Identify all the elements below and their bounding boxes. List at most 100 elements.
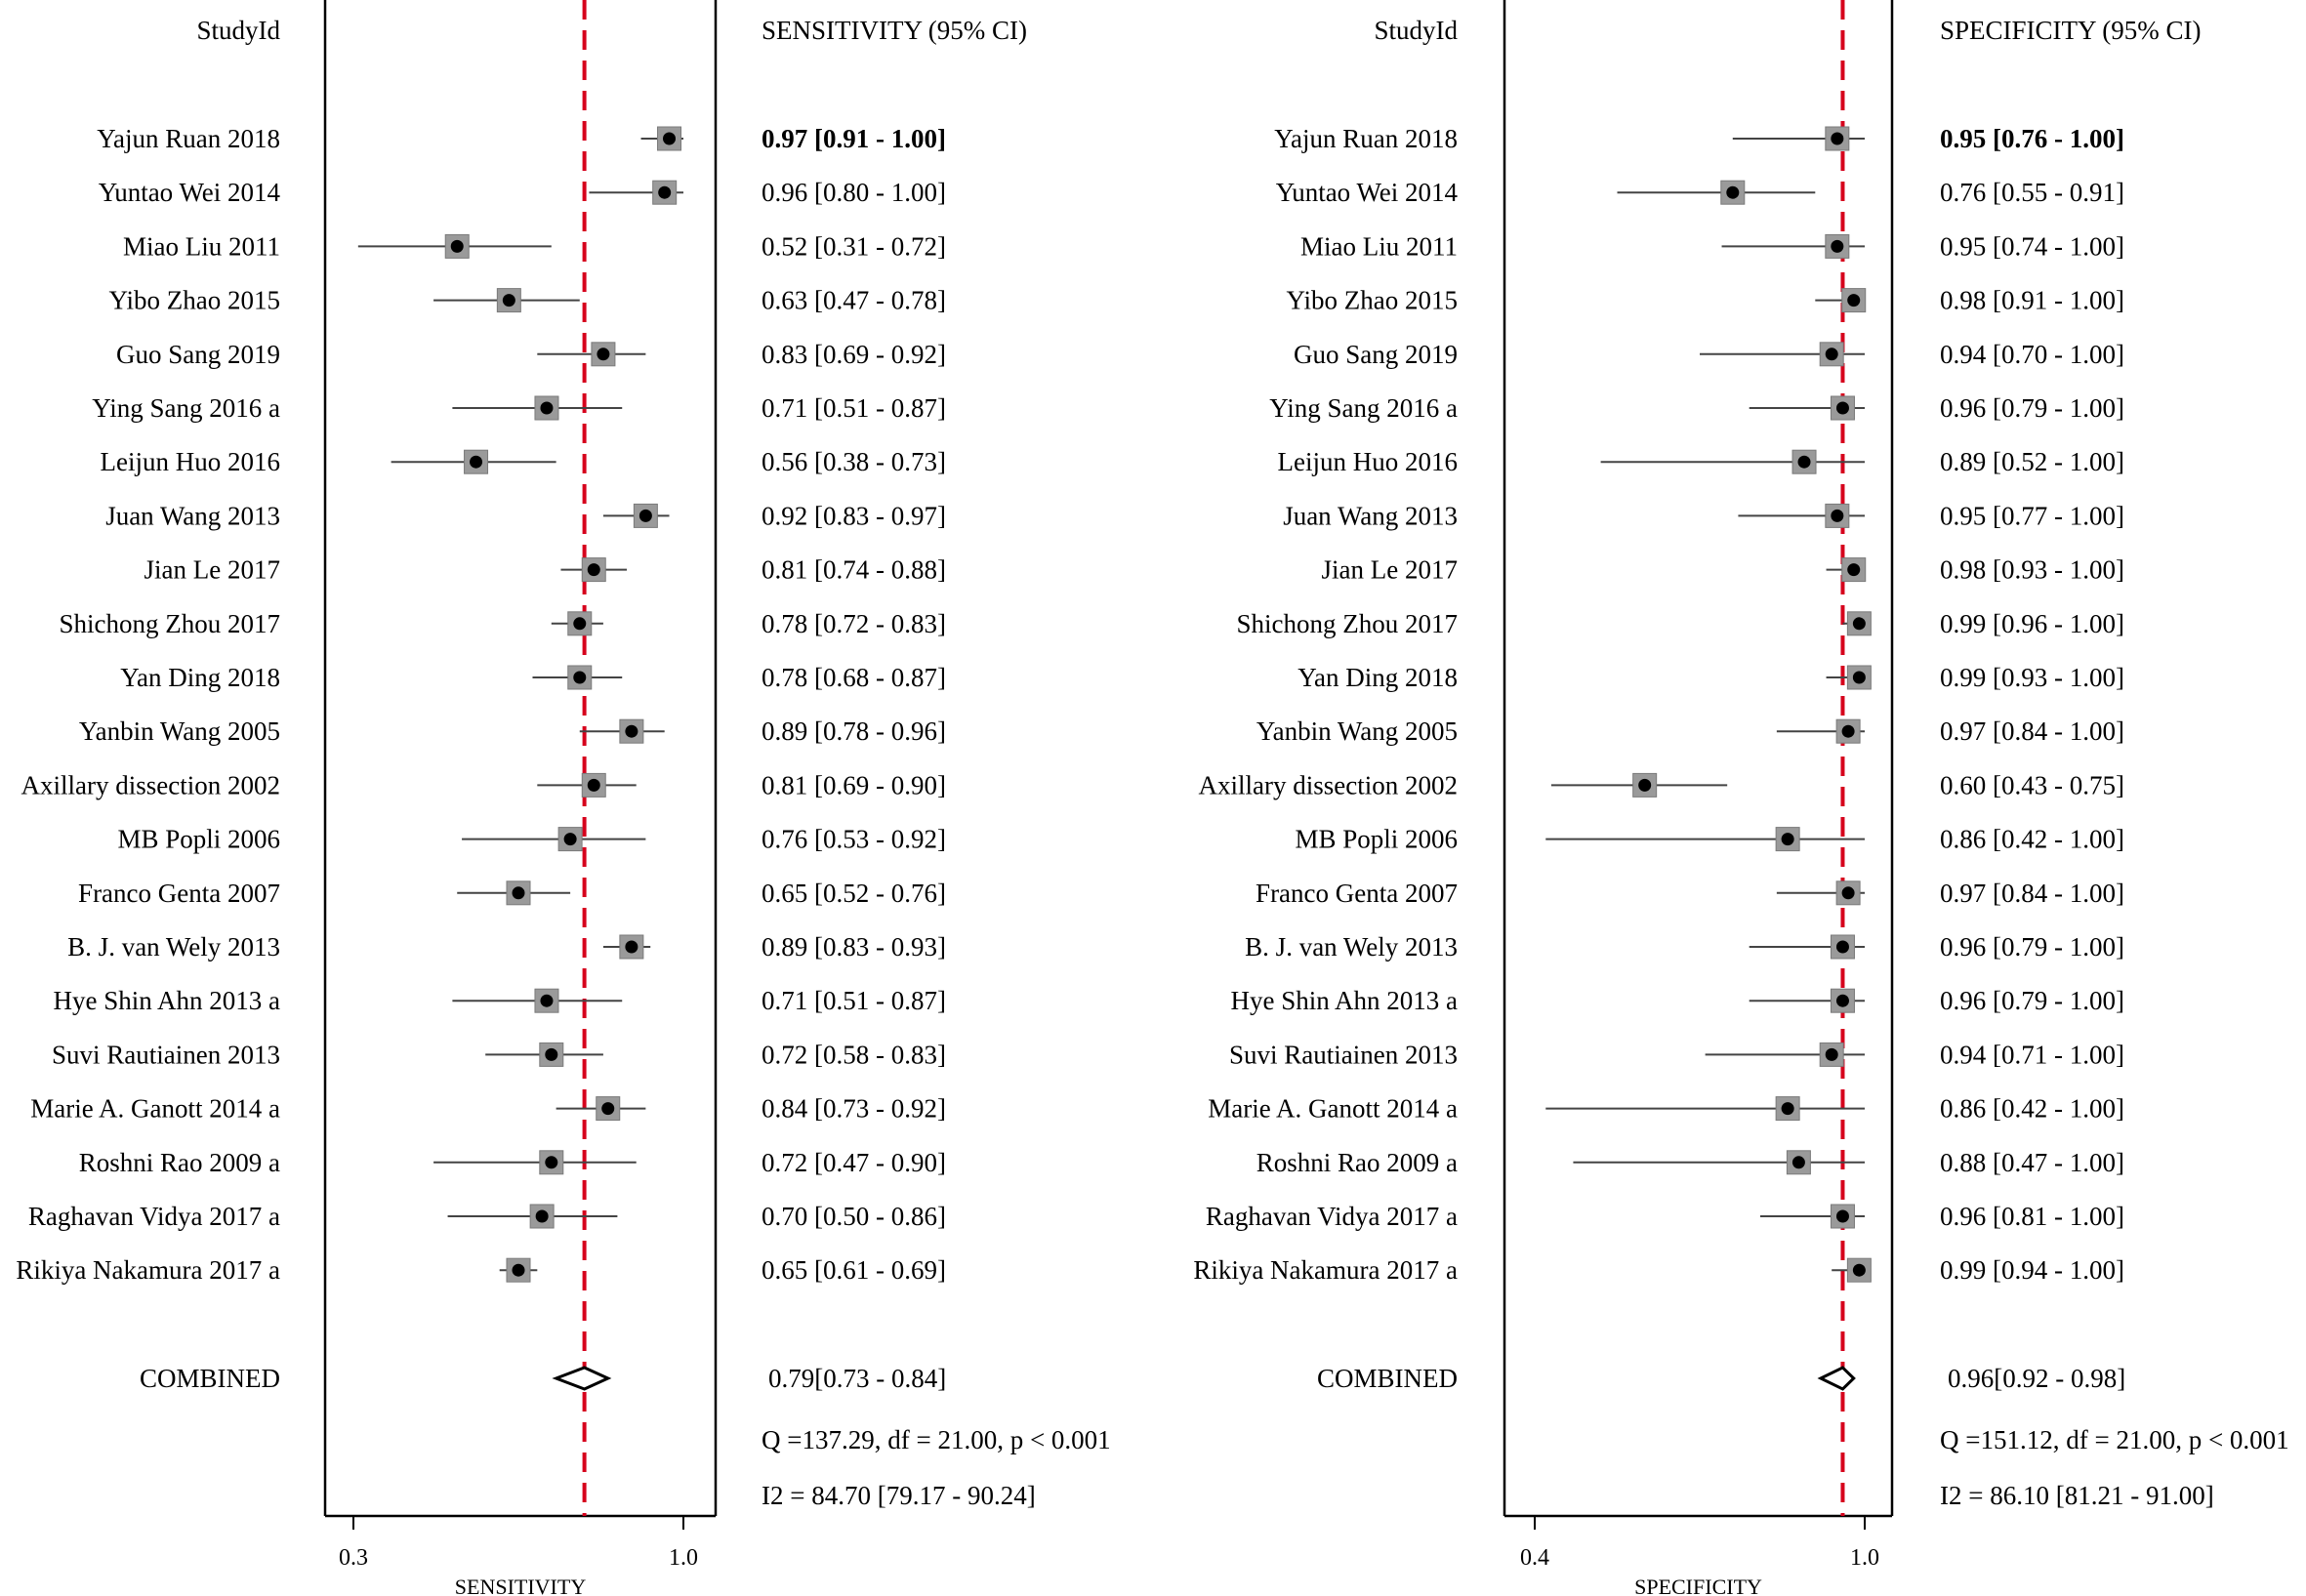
study-row: Suvi Rautiainen 2013 0.94 [0.71 - 1.00] bbox=[1229, 1040, 2124, 1069]
point-estimate-dot bbox=[1852, 1263, 1866, 1277]
estimate-ci-label: 0.94 [0.71 - 1.00] bbox=[1940, 1040, 2124, 1069]
specificity-forest-panel: StudyId SPECIFICITY (95% CI) 0.4 1.0 SPECIFI… bbox=[1193, 0, 2289, 1596]
point-estimate-dot bbox=[540, 401, 554, 415]
study-row: Axillary dissection 2002 0.60 [0.43 - 0.7… bbox=[1199, 770, 2124, 799]
study-name: MB Popli 2006 bbox=[1295, 825, 1458, 854]
ci-column-header: SENSITIVITY (95% CI) bbox=[762, 16, 1027, 45]
point-estimate-dot bbox=[563, 833, 577, 846]
study-name: Yibo Zhao 2015 bbox=[109, 286, 281, 315]
sensitivity-forest-panel: StudyId SENSITIVITY (95% CI) 0.3 1.0 SENSITI… bbox=[16, 0, 1111, 1596]
estimate-ci-label: 0.97 [0.84 - 1.00] bbox=[1940, 716, 2124, 746]
study-name: Leijun Huo 2016 bbox=[1278, 447, 1458, 476]
point-estimate-dot bbox=[1847, 294, 1861, 307]
study-name: Yanbin Wang 2005 bbox=[1256, 716, 1458, 746]
estimate-ci-label: 0.99 [0.96 - 1.00] bbox=[1940, 609, 2124, 638]
study-row: B. J. van Wely 2013 0.96 [0.79 - 1.00] bbox=[1245, 932, 2124, 962]
point-estimate-dot bbox=[1847, 563, 1861, 577]
study-name: Suvi Rautiainen 2013 bbox=[52, 1040, 280, 1069]
point-estimate-dot bbox=[1852, 671, 1866, 684]
study-name: Raghavan Vidya 2017 a bbox=[1206, 1202, 1458, 1231]
point-estimate-dot bbox=[1638, 778, 1652, 792]
heterogeneity-q-statistic: Q =137.29, df = 21.00, p < 0.001 bbox=[762, 1425, 1111, 1454]
estimate-ci-label: 0.89 [0.78 - 0.96] bbox=[762, 716, 946, 746]
study-row: Suvi Rautiainen 2013 0.72 [0.58 - 0.83] bbox=[52, 1040, 946, 1069]
x-axis-label: SENSITIVITY bbox=[455, 1575, 587, 1596]
estimate-ci-label: 0.94 [0.70 - 1.00] bbox=[1940, 340, 2124, 369]
point-estimate-dot bbox=[1852, 617, 1866, 631]
point-estimate-dot bbox=[573, 617, 587, 631]
point-estimate-dot bbox=[1825, 1047, 1838, 1061]
study-name: Yanbin Wang 2005 bbox=[79, 716, 280, 746]
study-name: Guo Sang 2019 bbox=[116, 340, 280, 369]
estimate-ci-label: 0.96 [0.79 - 1.00] bbox=[1940, 932, 2124, 962]
estimate-ci-label: 0.95 [0.74 - 1.00] bbox=[1940, 231, 2124, 261]
study-row: Franco Genta 2007 0.97 [0.84 - 1.00] bbox=[1256, 879, 2124, 908]
study-name: Leijun Huo 2016 bbox=[101, 447, 280, 476]
study-row: Ying Sang 2016 a 0.96 [0.79 - 1.00] bbox=[1269, 393, 2124, 423]
study-name: Rikiya Nakamura 2017 a bbox=[16, 1255, 280, 1285]
estimate-ci-label: 0.81 [0.74 - 0.88] bbox=[762, 555, 946, 585]
study-row: MB Popli 2006 0.86 [0.42 - 1.00] bbox=[1295, 825, 2124, 854]
combined-label: COMBINED bbox=[1317, 1364, 1458, 1393]
point-estimate-dot bbox=[638, 509, 652, 522]
study-name: Roshni Rao 2009 a bbox=[79, 1148, 280, 1177]
combined-estimate-label: 0.79[0.73 - 0.84] bbox=[768, 1364, 946, 1393]
combined-estimate-diamond bbox=[552, 1366, 612, 1391]
estimate-ci-label: 0.76 [0.55 - 0.91] bbox=[1940, 178, 2124, 207]
study-name: Shichong Zhou 2017 bbox=[1237, 609, 1459, 638]
estimate-ci-label: 0.65 [0.61 - 0.69] bbox=[762, 1255, 946, 1285]
point-estimate-dot bbox=[470, 455, 483, 469]
study-row: Leijun Huo 2016 0.56 [0.38 - 0.73] bbox=[101, 447, 946, 476]
combined-estimate-label: 0.96[0.92 - 0.98] bbox=[1948, 1364, 2125, 1393]
study-name: Hye Shin Ahn 2013 a bbox=[1231, 986, 1459, 1015]
estimate-ci-label: 0.84 [0.73 - 0.92] bbox=[762, 1094, 946, 1124]
estimate-ci-label: 0.70 [0.50 - 0.86] bbox=[762, 1202, 946, 1231]
estimate-ci-label: 0.98 [0.93 - 1.00] bbox=[1940, 555, 2124, 585]
study-row: Juan Wang 2013 0.92 [0.83 - 0.97] bbox=[105, 501, 946, 530]
study-row: Ying Sang 2016 a 0.71 [0.51 - 0.87] bbox=[92, 393, 946, 423]
study-row: Yan Ding 2018 0.99 [0.93 - 1.00] bbox=[1297, 663, 2124, 692]
point-estimate-dot bbox=[1835, 994, 1849, 1007]
estimate-ci-label: 0.56 [0.38 - 0.73] bbox=[762, 447, 946, 476]
x-tick-label: 1.0 bbox=[669, 1545, 698, 1571]
study-name: Raghavan Vidya 2017 a bbox=[28, 1202, 280, 1231]
point-estimate-dot bbox=[1831, 509, 1844, 522]
study-row: Hye Shin Ahn 2013 a 0.71 [0.51 - 0.87] bbox=[54, 986, 946, 1015]
x-tick-label: 0.3 bbox=[339, 1545, 368, 1571]
study-row: Raghavan Vidya 2017 a 0.70 [0.50 - 0.86] bbox=[28, 1202, 946, 1231]
study-row: B. J. van Wely 2013 0.89 [0.83 - 0.93] bbox=[67, 932, 946, 962]
point-estimate-dot bbox=[663, 132, 677, 145]
study-row: Juan Wang 2013 0.95 [0.77 - 1.00] bbox=[1283, 501, 2124, 530]
estimate-ci-label: 0.89 [0.52 - 1.00] bbox=[1940, 447, 2124, 476]
study-name: Yajun Ruan 2018 bbox=[97, 124, 280, 153]
study-row: Jian Le 2017 0.81 [0.74 - 0.88] bbox=[144, 555, 946, 585]
study-name: Yan Ding 2018 bbox=[120, 663, 280, 692]
estimate-ci-label: 0.89 [0.83 - 0.93] bbox=[762, 932, 946, 962]
point-estimate-dot bbox=[625, 724, 638, 738]
point-estimate-dot bbox=[1825, 348, 1838, 361]
point-estimate-dot bbox=[1835, 1209, 1849, 1223]
study-name: Guo Sang 2019 bbox=[1294, 340, 1458, 369]
study-id-header: StudyId bbox=[196, 16, 280, 45]
study-row: Yuntao Wei 2014 0.96 [0.80 - 1.00] bbox=[99, 178, 946, 207]
estimate-ci-label: 0.71 [0.51 - 0.87] bbox=[762, 393, 946, 423]
estimate-ci-label: 0.95 [0.77 - 1.00] bbox=[1940, 501, 2124, 530]
estimate-ci-label: 0.52 [0.31 - 0.72] bbox=[762, 231, 946, 261]
study-row: Yanbin Wang 2005 0.97 [0.84 - 1.00] bbox=[1256, 716, 2124, 746]
study-name: Axillary dissection 2002 bbox=[1199, 770, 1458, 799]
estimate-ci-label: 0.78 [0.68 - 0.87] bbox=[762, 663, 946, 692]
study-row: Shichong Zhou 2017 0.99 [0.96 - 1.00] bbox=[1237, 609, 2124, 638]
point-estimate-dot bbox=[450, 239, 464, 253]
study-row: Yanbin Wang 2005 0.89 [0.78 - 0.96] bbox=[79, 716, 946, 746]
study-name: Yuntao Wei 2014 bbox=[99, 178, 281, 207]
point-estimate-dot bbox=[535, 1209, 549, 1223]
combined-row: COMBINED 0.79[0.73 - 0.84] bbox=[140, 1364, 946, 1393]
point-estimate-dot bbox=[1841, 724, 1855, 738]
ci-column-header: SPECIFICITY (95% CI) bbox=[1940, 16, 2202, 45]
x-axis-label: SPECIFICITY bbox=[1634, 1575, 1762, 1596]
study-name: Juan Wang 2013 bbox=[105, 501, 280, 530]
study-row: Shichong Zhou 2017 0.78 [0.72 - 0.83] bbox=[60, 609, 946, 638]
point-estimate-dot bbox=[658, 185, 672, 199]
study-name: Franco Genta 2007 bbox=[78, 879, 280, 908]
